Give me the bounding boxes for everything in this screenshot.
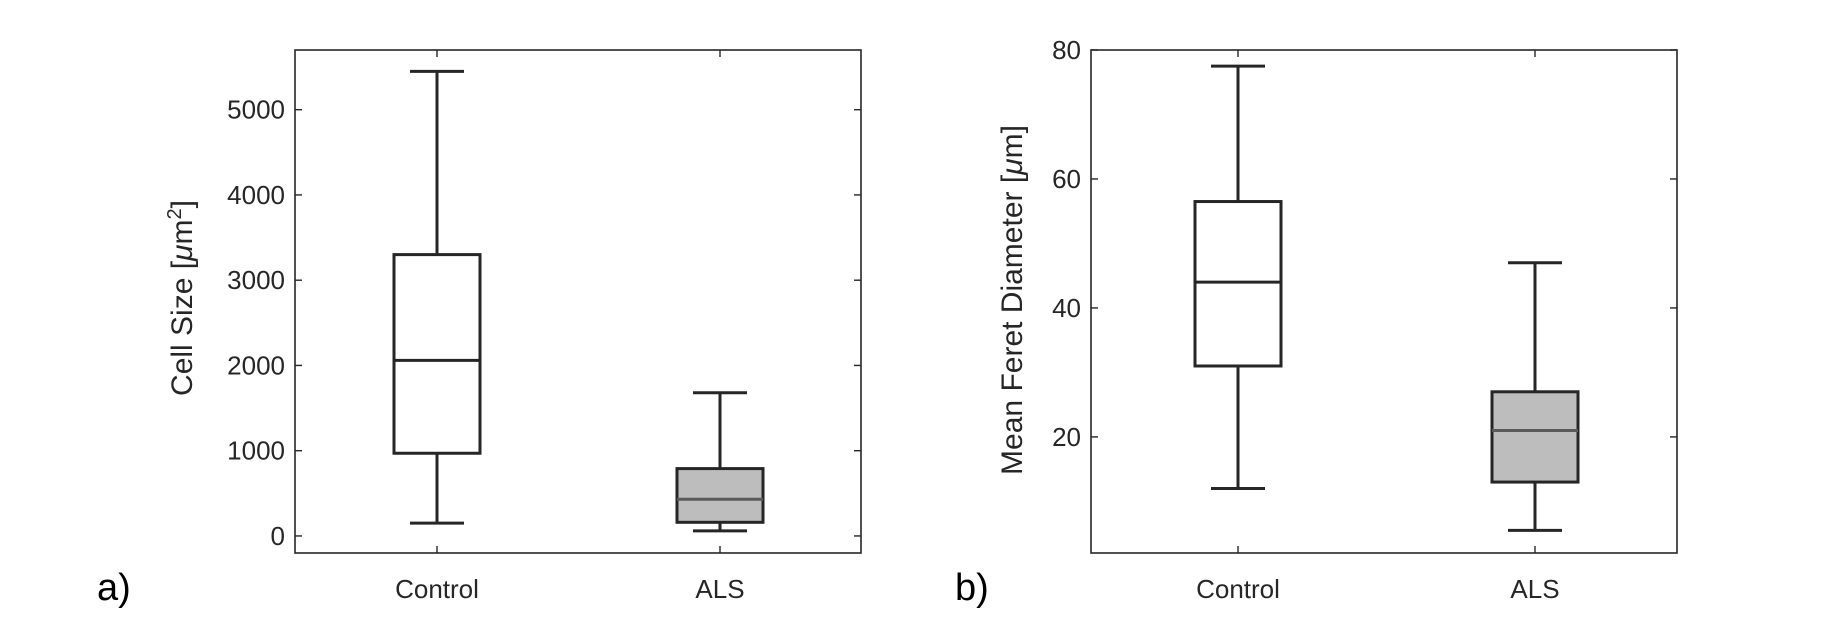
panel-a-y-tick-label: 1000 xyxy=(227,436,285,466)
panel-b-y-tick-label: 80 xyxy=(1052,35,1081,65)
panel-b-y-tick-label: 20 xyxy=(1052,422,1081,452)
panel-a-y-tick-label: 4000 xyxy=(227,180,285,210)
panel-a-x-tick-label: Control xyxy=(395,574,479,604)
panel-a-y-tick-label: 3000 xyxy=(227,265,285,295)
panel-a: 0 1000 2000 3000 4000 5000 Control ALS a) Cell … xyxy=(97,49,862,609)
panel-a-x-tick-label: ALS xyxy=(695,574,744,604)
panel-b-box-als xyxy=(1490,261,1580,532)
panel-b-x-tick-label: Control xyxy=(1196,574,1280,604)
panel-a-box-control-iqr xyxy=(392,253,482,455)
panel-a-y-axis-label: Cell Size [μm2] xyxy=(164,200,199,396)
panel-a-box-als xyxy=(675,391,765,533)
panel-b-plot-area: 20 40 60 80 Control ALS xyxy=(1052,35,1678,604)
panel-a-y-tick-label: 0 xyxy=(271,521,285,551)
panel-a-axes-frame xyxy=(294,49,862,554)
panel-b-y-axis-label: Mean Feret Diameter [μm] xyxy=(996,125,1029,475)
panel-b-box-als-iqr xyxy=(1490,390,1580,484)
panel-a-plot-area: 0 1000 2000 3000 4000 5000 Control ALS xyxy=(227,49,862,604)
panel-a-y-tick-label: 2000 xyxy=(227,350,285,380)
panel-b-label: b) xyxy=(955,567,989,609)
panel-b-y-tick-label: 40 xyxy=(1052,293,1081,323)
panel-b-y-tick-label: 60 xyxy=(1052,164,1081,194)
panel-a-y-tick-label: 5000 xyxy=(227,95,285,125)
panel-a-box-als-iqr xyxy=(675,467,765,524)
panel-a-label: a) xyxy=(97,567,131,609)
panel-b: 20 40 60 80 Control ALS b) Mean Feret Diamete… xyxy=(955,35,1678,609)
panel-a-box-control xyxy=(392,69,482,525)
panel-b-box-control xyxy=(1193,64,1283,491)
panel-b-axes-frame xyxy=(1090,49,1678,554)
panel-b-x-tick-label: ALS xyxy=(1510,574,1559,604)
panel-b-box-control-iqr xyxy=(1193,200,1283,368)
